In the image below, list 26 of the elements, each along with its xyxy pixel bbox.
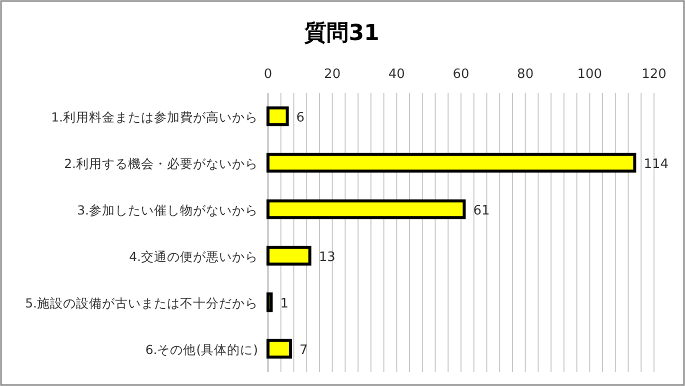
data-label: 114 [644,156,669,172]
data-label: 13 [318,250,336,265]
y-tick-label: 5.施設の設備が古いまたは不十分だから [25,295,258,310]
bar [266,292,273,312]
bar [266,152,636,173]
x-tick-label: 100 [577,67,602,82]
x-tick-label: 80 [517,67,534,82]
y-tick-label: 6.その他(具体的に) [145,342,258,357]
data-label: 6 [296,110,305,126]
data-label: 1 [280,296,288,312]
chart-title: 質問31 [304,20,380,46]
bar [266,106,289,126]
data-label: 7 [300,342,308,358]
x-tick-label: 120 [642,67,666,82]
x-tick-label: 40 [388,67,405,82]
y-tick-label: 2.利用する機会・必要がないから [64,156,258,171]
bar [266,246,312,266]
y-tick-label: 1.利用料金または参加費が高いから [51,109,258,124]
x-tick-label: 0 [264,67,272,82]
bar [266,338,292,359]
y-tick-label: 3.参加したい催し物がないから [77,202,258,218]
data-label: 61 [473,203,490,218]
y-tick-label: 4.交通の便が悪いから [129,248,258,264]
bar [266,199,466,220]
x-tick-label: 20 [324,67,341,82]
x-tick-label: 60 [452,67,470,82]
